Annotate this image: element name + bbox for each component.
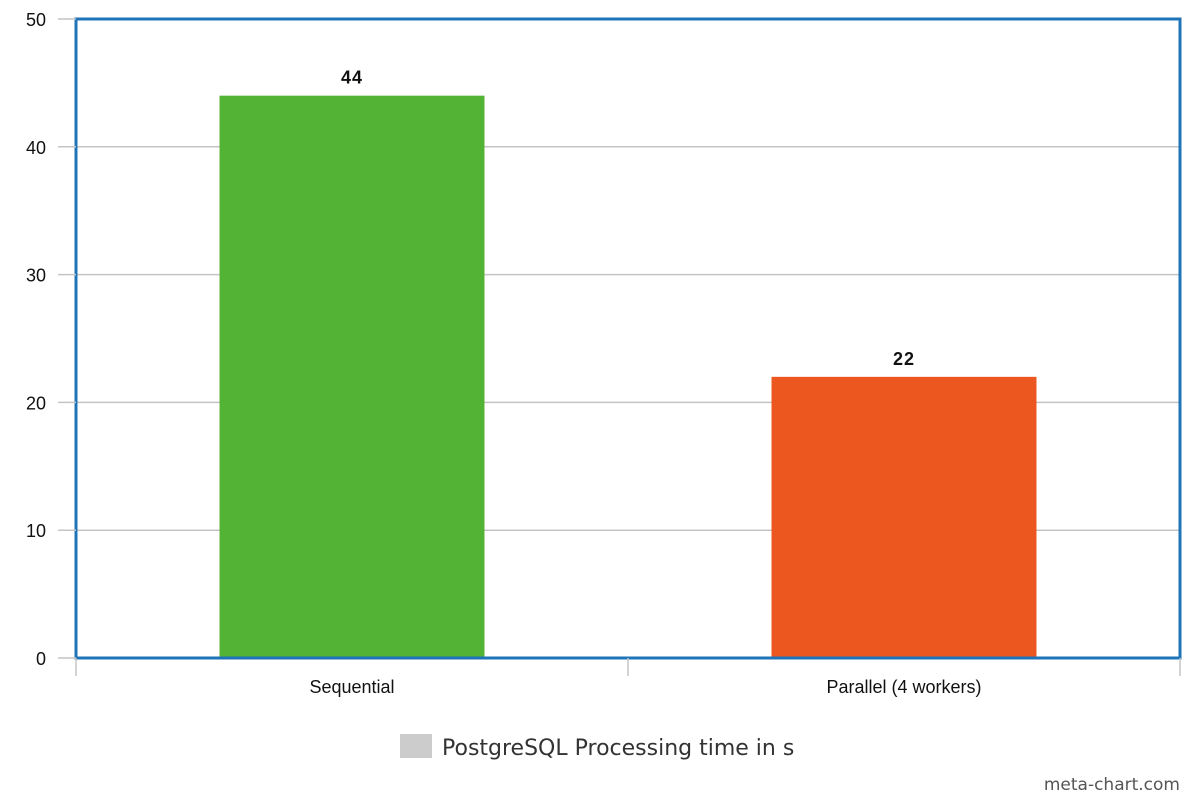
y-axis: 0 10 20 30 40 50: [26, 10, 76, 669]
y-tick-label: 10: [26, 521, 46, 541]
x-axis: Sequential Parallel (4 workers): [75, 658, 1181, 697]
legend-label[interactable]: PostgreSQL Processing time in s: [442, 736, 794, 761]
y-tick-label: 40: [26, 138, 46, 158]
bars: [219, 95, 1037, 659]
data-labels: 44 22: [341, 68, 915, 369]
legend[interactable]: PostgreSQL Processing time in s: [400, 734, 794, 761]
y-tick-label: 30: [26, 266, 46, 286]
data-label: 44: [341, 68, 363, 88]
y-tick-label: 0: [36, 649, 46, 669]
x-category-label: Parallel (4 workers): [826, 677, 981, 697]
bar-parallel-4-workers[interactable]: [771, 376, 1037, 658]
y-tick-label: 20: [26, 393, 46, 413]
bar-sequential[interactable]: [219, 95, 485, 659]
watermark-text: meta-chart.com: [1044, 775, 1180, 795]
data-label: 22: [893, 349, 915, 369]
x-category-label: Sequential: [309, 677, 394, 697]
legend-swatch[interactable]: [400, 734, 432, 758]
y-tick-label: 50: [26, 10, 46, 30]
